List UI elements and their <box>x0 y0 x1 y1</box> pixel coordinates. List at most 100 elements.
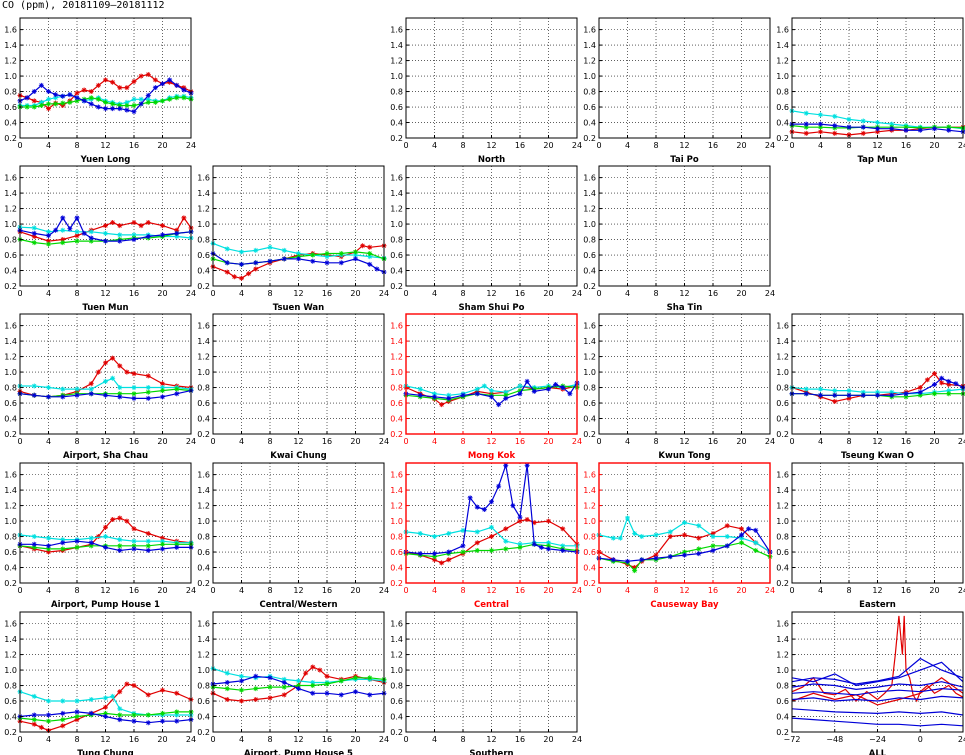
y-tick-label: 1.2 <box>4 57 17 66</box>
data-point <box>74 238 80 244</box>
series-line-blue <box>19 216 192 242</box>
data-point <box>88 535 94 541</box>
data-point <box>489 534 494 540</box>
y-tick-label: 1.6 <box>4 620 17 629</box>
data-point <box>124 518 130 524</box>
x-tick-label: 24 <box>379 586 389 595</box>
data-point <box>724 534 730 540</box>
data-point <box>353 256 358 262</box>
data-point <box>131 395 137 401</box>
x-tick-label: 20 <box>736 141 746 150</box>
data-point <box>174 95 180 101</box>
data-point <box>946 127 952 133</box>
data-point <box>74 229 80 235</box>
data-point <box>803 121 809 127</box>
x-tick-label: 24 <box>572 735 582 744</box>
data-point <box>110 375 116 381</box>
y-tick-label: 0.6 <box>776 697 789 706</box>
data-point <box>53 92 59 98</box>
station-label: ALL <box>869 749 887 755</box>
data-point <box>60 237 66 243</box>
data-point <box>546 546 551 552</box>
x-tick-label: 4 <box>46 586 51 595</box>
data-point <box>145 547 151 553</box>
data-point <box>103 77 108 83</box>
data-point <box>117 102 123 108</box>
y-tick-label: 1.0 <box>197 368 210 377</box>
data-point <box>846 116 852 122</box>
y-tick-label: 0.4 <box>390 713 403 722</box>
data-point <box>145 538 151 544</box>
data-point <box>224 246 230 252</box>
x-tick-label: 24 <box>379 735 389 744</box>
y-tick-label: 0.2 <box>776 579 789 588</box>
data-point <box>682 552 687 558</box>
station-label: Airport, Pump House 1 <box>51 600 160 610</box>
data-point <box>145 395 151 401</box>
data-point <box>110 79 116 85</box>
data-point <box>174 227 180 233</box>
x-tick-label: 0 <box>596 586 601 595</box>
page-title: CO (ppm), 20181109–20181112 <box>2 0 165 11</box>
y-tick-label: 0.6 <box>583 103 596 112</box>
x-tick-label: 12 <box>679 437 689 446</box>
y-tick-label: 0.2 <box>197 579 210 588</box>
y-tick-label: 0.4 <box>776 119 789 128</box>
x-tick-label: 16 <box>708 289 718 298</box>
station-label: Tsuen Wan <box>273 303 324 313</box>
y-tick-label: 1.4 <box>390 635 403 644</box>
y-tick-label: 0.8 <box>4 384 17 393</box>
data-point <box>460 543 466 549</box>
data-point <box>946 388 952 394</box>
data-point <box>160 535 165 541</box>
data-point <box>60 537 66 543</box>
data-point <box>145 220 151 226</box>
y-tick-label: 0.8 <box>197 236 210 245</box>
data-point <box>946 391 952 397</box>
y-tick-label: 1.6 <box>390 471 403 480</box>
data-point <box>531 520 537 526</box>
x-tick-label: 12 <box>486 735 496 744</box>
y-tick-label: 1.0 <box>4 72 17 81</box>
x-tick-label: 4 <box>625 586 630 595</box>
data-point <box>467 495 473 501</box>
data-point <box>625 558 630 564</box>
x-tick-label: 4 <box>625 437 630 446</box>
chart-north: 0 4 8 12 16 20 24 0.2 0.4 0.6 0.8 1.0 1.2 1.4 1.6 North <box>390 17 582 165</box>
chart-yuen-long: 0 4 8 12 16 20 24 0.2 0.4 0.6 0.8 1.0 1.2 1.4 1.6 Yuen … <box>4 17 196 165</box>
chart-causeway-bay: 0 4 8 12 16 20 24 0.2 0.4 0.6 0.8 1.0 1.2 1.4 1.6 Cause… <box>583 462 775 610</box>
data-point <box>503 538 509 544</box>
data-point <box>324 690 330 696</box>
y-tick-label: 0.4 <box>776 713 789 722</box>
y-tick-label: 1.0 <box>390 368 403 377</box>
data-point <box>160 232 165 238</box>
y-tick-label: 1.2 <box>583 502 596 511</box>
x-tick-label: 4 <box>46 289 51 298</box>
data-point <box>310 664 316 670</box>
data-point <box>239 687 244 693</box>
data-point <box>74 714 80 720</box>
y-tick-label: 0.4 <box>197 415 210 424</box>
data-point <box>917 385 923 391</box>
data-point <box>131 683 137 689</box>
data-point <box>174 82 180 88</box>
data-point <box>131 712 137 718</box>
data-point <box>131 220 137 226</box>
y-tick-label: 1.2 <box>4 502 17 511</box>
y-tick-label: 0.2 <box>4 728 17 737</box>
data-point <box>517 388 523 394</box>
chart-airport-pump-house-5: 0 4 8 12 16 20 24 0.2 0.4 0.6 0.8 1.0 1.2 1.4 1.6 Airpo… <box>197 611 389 755</box>
x-tick-label: 4 <box>46 735 51 744</box>
x-tick-label: 8 <box>267 289 272 298</box>
data-point <box>917 392 923 398</box>
data-point <box>889 392 895 398</box>
y-tick-label: 1.0 <box>583 72 596 81</box>
data-point <box>924 377 930 383</box>
data-point <box>632 568 638 574</box>
data-point <box>31 534 37 540</box>
data-point <box>474 547 480 553</box>
x-tick-label: −48 <box>826 735 843 744</box>
station-label: North <box>478 155 505 165</box>
data-point <box>667 534 673 540</box>
data-point <box>639 534 645 540</box>
